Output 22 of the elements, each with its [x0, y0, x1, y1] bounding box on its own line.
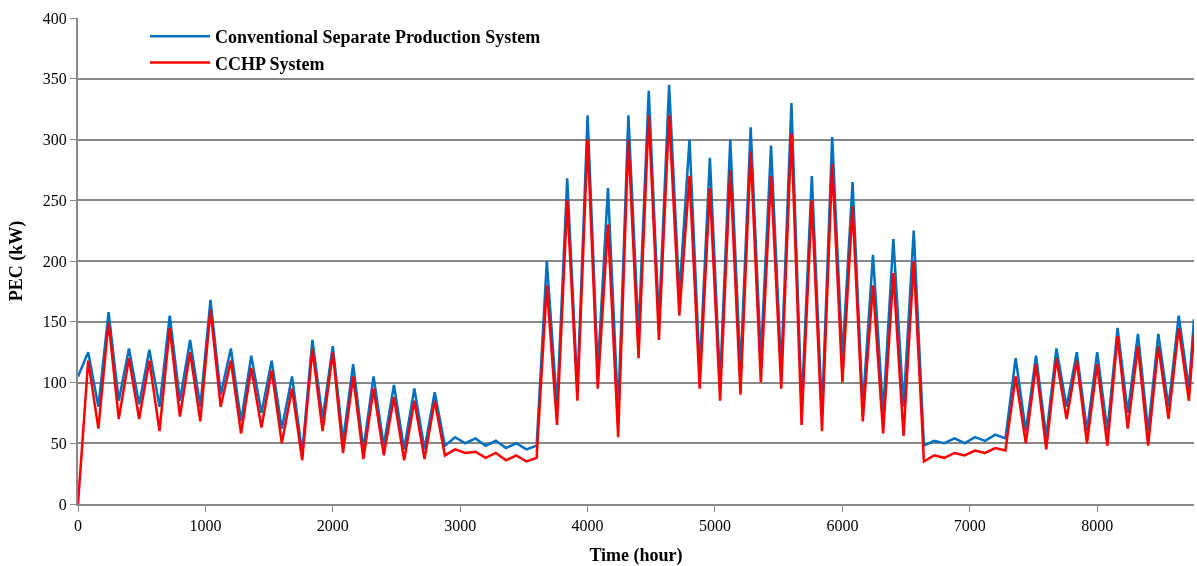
y-tick-label: 150 — [42, 313, 67, 331]
y-tick-label: 50 — [50, 434, 67, 452]
x-tick-label: 4000 — [571, 517, 604, 535]
y-tick-label: 200 — [42, 252, 67, 270]
x-tick-label: 8000 — [1081, 517, 1114, 535]
y-tick-label: 250 — [42, 191, 67, 209]
legend-label: Conventional Separate Production System — [214, 27, 541, 48]
x-tick-label: 5000 — [698, 517, 731, 535]
x-tick-label: 7000 — [953, 517, 986, 535]
legend-label: CCHP System — [214, 53, 325, 74]
x-tick-label: 3000 — [444, 517, 477, 535]
x-tick-label: 0 — [74, 517, 82, 535]
y-tick-label: 0 — [58, 495, 67, 513]
x-tick-label: 6000 — [826, 517, 859, 535]
y-tick-label: 400 — [42, 9, 67, 27]
y-tick-label: 300 — [42, 131, 67, 149]
x-axis-title: Time (hour) — [589, 544, 683, 566]
y-tick-label: 350 — [42, 70, 67, 88]
y-axis-title: PEC (kW) — [6, 220, 28, 302]
x-tick-label: 2000 — [316, 517, 349, 535]
y-tick-label: 100 — [42, 374, 67, 392]
x-tick-label: 1000 — [189, 517, 222, 535]
